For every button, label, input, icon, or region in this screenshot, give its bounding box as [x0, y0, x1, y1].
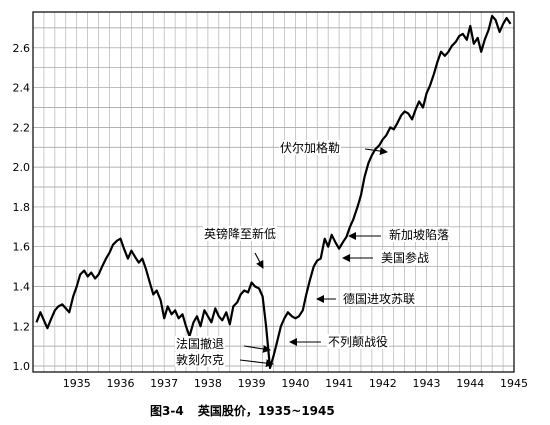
annotation-label-bg — [203, 226, 278, 241]
y-tick-label: 1.8 — [13, 201, 31, 214]
annotation-label-bg — [342, 291, 417, 306]
annotation-label: 美国参战 — [381, 250, 429, 265]
x-tick-label: 1935 — [63, 377, 91, 390]
annotation-label-bg — [175, 352, 226, 367]
annotation-label: 英镑降至新低 — [204, 226, 276, 241]
annotation-arrow — [239, 359, 274, 368]
y-tick-label: 2.6 — [13, 42, 31, 55]
y-tick-label: 2.0 — [13, 161, 31, 174]
y-tick-label: 2.2 — [13, 121, 31, 134]
annotation-label: 德国进攻苏联 — [343, 291, 415, 306]
annotation-arrow — [364, 147, 388, 156]
figure-number: 图3-4 — [150, 404, 184, 418]
annotation-label-bg — [380, 250, 431, 265]
y-tick-label: 1.4 — [13, 280, 31, 293]
x-tick-label: 1938 — [194, 377, 222, 390]
x-tick-label: 1937 — [150, 377, 178, 390]
annotation-label: 敦刻尔克 — [176, 352, 224, 367]
annotation-label: 法国撤退 — [176, 336, 224, 351]
x-tick-label: 1936 — [106, 377, 134, 390]
x-tick-label: 1945 — [500, 377, 528, 390]
x-tick-label: 1941 — [325, 377, 353, 390]
y-tick-label: 1.2 — [13, 320, 31, 333]
plot-frame — [32, 11, 515, 373]
axis-ticks: 1.0 1.2 1.4 1.6 1.8 2.0 2.2 2.4 2.6 1935 1936 1937 1… — [13, 42, 529, 390]
annotation-arrow — [243, 344, 271, 353]
annotation-label: 伏尔加格勒 — [280, 140, 340, 155]
annotation-label-bg — [279, 140, 342, 155]
grid — [33, 12, 514, 372]
annotation-label: 新加坡陷落 — [389, 227, 449, 242]
y-tick-label: 1.0 — [13, 360, 31, 373]
x-tick-label: 1944 — [456, 377, 484, 390]
x-tick-label: 1942 — [369, 377, 397, 390]
x-tick-label: 1939 — [238, 377, 266, 390]
series-line-uk-stock-price — [35, 14, 512, 370]
x-tick-label: 1943 — [413, 377, 441, 390]
annotation-label-bg — [388, 227, 451, 242]
figure-caption: 图3-4 英国股价，1935~1945 — [150, 402, 345, 419]
annotation-arrow — [254, 252, 264, 269]
figure-title: 英国股价，1935~1945 — [197, 404, 335, 418]
annotation-label-bg — [175, 336, 226, 351]
y-tick-label: 2.4 — [13, 82, 31, 95]
y-tick-label: 1.6 — [13, 241, 31, 254]
annotation-label-bg — [327, 334, 390, 349]
x-tick-label: 1940 — [281, 377, 309, 390]
annotation-label: 不列颠战役 — [328, 334, 388, 349]
